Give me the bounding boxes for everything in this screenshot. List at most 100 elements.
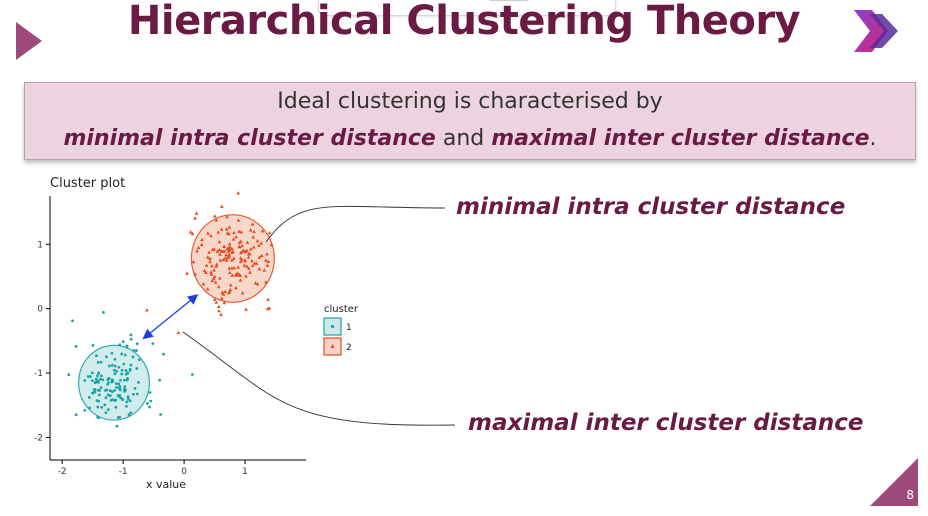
legend-label-2: 2 bbox=[346, 343, 352, 353]
point bbox=[222, 244, 226, 248]
y-tick-label: -2 bbox=[34, 433, 43, 443]
point bbox=[96, 374, 99, 378]
point bbox=[230, 250, 235, 254]
x-tick-label: -2 bbox=[58, 467, 67, 477]
point bbox=[230, 266, 234, 270]
point bbox=[118, 386, 122, 390]
point bbox=[223, 289, 228, 293]
point bbox=[94, 377, 98, 381]
point bbox=[217, 247, 222, 252]
point bbox=[125, 404, 128, 408]
point bbox=[259, 241, 264, 245]
point bbox=[239, 230, 244, 234]
point bbox=[120, 372, 124, 376]
point bbox=[118, 384, 122, 388]
point bbox=[83, 408, 87, 412]
point bbox=[96, 388, 100, 392]
point bbox=[96, 405, 100, 409]
point bbox=[246, 266, 251, 270]
callout-inter: maximal inter cluster distance bbox=[491, 126, 870, 151]
legend-marker bbox=[330, 344, 335, 348]
point bbox=[110, 363, 114, 367]
x-tick-label: -1 bbox=[119, 467, 128, 477]
point bbox=[105, 355, 108, 359]
point bbox=[227, 254, 232, 259]
inter-connector-line bbox=[182, 331, 456, 426]
point bbox=[250, 222, 255, 226]
point bbox=[100, 405, 104, 409]
point bbox=[237, 240, 242, 245]
point bbox=[255, 238, 260, 243]
point bbox=[228, 270, 232, 274]
point bbox=[240, 257, 244, 262]
point bbox=[265, 263, 270, 267]
point bbox=[212, 297, 217, 301]
point bbox=[113, 357, 117, 361]
point bbox=[118, 343, 122, 347]
point bbox=[214, 264, 219, 268]
point bbox=[127, 413, 131, 417]
point bbox=[210, 278, 215, 283]
point bbox=[224, 258, 229, 262]
point bbox=[238, 278, 243, 282]
point bbox=[151, 342, 155, 345]
point bbox=[88, 375, 92, 378]
point bbox=[202, 268, 207, 273]
point bbox=[92, 388, 96, 391]
chevron-logo-icon bbox=[854, 10, 898, 52]
point bbox=[71, 319, 74, 323]
point bbox=[225, 214, 229, 219]
point bbox=[100, 374, 103, 378]
point bbox=[129, 333, 133, 337]
point bbox=[149, 399, 153, 403]
point bbox=[115, 386, 119, 389]
point bbox=[98, 377, 102, 381]
point bbox=[67, 373, 71, 377]
point bbox=[119, 378, 122, 382]
point bbox=[86, 375, 90, 378]
point bbox=[120, 352, 124, 356]
point bbox=[108, 394, 112, 398]
point bbox=[266, 259, 271, 264]
point bbox=[264, 280, 268, 284]
point bbox=[236, 191, 241, 195]
point bbox=[194, 211, 199, 215]
point bbox=[124, 369, 128, 372]
y-tick-label: -1 bbox=[34, 369, 43, 379]
point bbox=[137, 358, 141, 362]
point bbox=[234, 234, 238, 239]
point bbox=[108, 389, 112, 393]
point bbox=[218, 258, 223, 262]
point bbox=[95, 380, 99, 384]
point bbox=[113, 399, 117, 403]
prev-slide-arrow-icon[interactable] bbox=[16, 22, 42, 60]
point bbox=[205, 287, 210, 291]
point bbox=[234, 285, 238, 290]
point bbox=[230, 246, 234, 251]
point bbox=[97, 416, 100, 420]
point bbox=[266, 297, 270, 301]
point bbox=[115, 424, 119, 428]
point bbox=[133, 386, 137, 390]
point bbox=[135, 392, 139, 396]
point bbox=[205, 255, 210, 259]
point bbox=[260, 228, 265, 233]
point bbox=[220, 290, 225, 294]
point bbox=[225, 247, 229, 251]
point bbox=[145, 402, 149, 405]
intra-distance-label: minimal intra cluster distance bbox=[456, 194, 846, 220]
point bbox=[250, 258, 254, 263]
page-number: 8 bbox=[906, 488, 914, 502]
point bbox=[237, 244, 242, 249]
point bbox=[242, 263, 247, 267]
y-tick-label: 0 bbox=[37, 305, 43, 315]
point bbox=[244, 274, 248, 278]
point bbox=[103, 388, 107, 392]
point bbox=[148, 405, 151, 409]
point bbox=[111, 379, 115, 383]
point bbox=[230, 273, 235, 277]
point bbox=[103, 403, 107, 407]
point bbox=[123, 390, 126, 393]
point bbox=[126, 377, 129, 380]
point bbox=[255, 281, 260, 286]
